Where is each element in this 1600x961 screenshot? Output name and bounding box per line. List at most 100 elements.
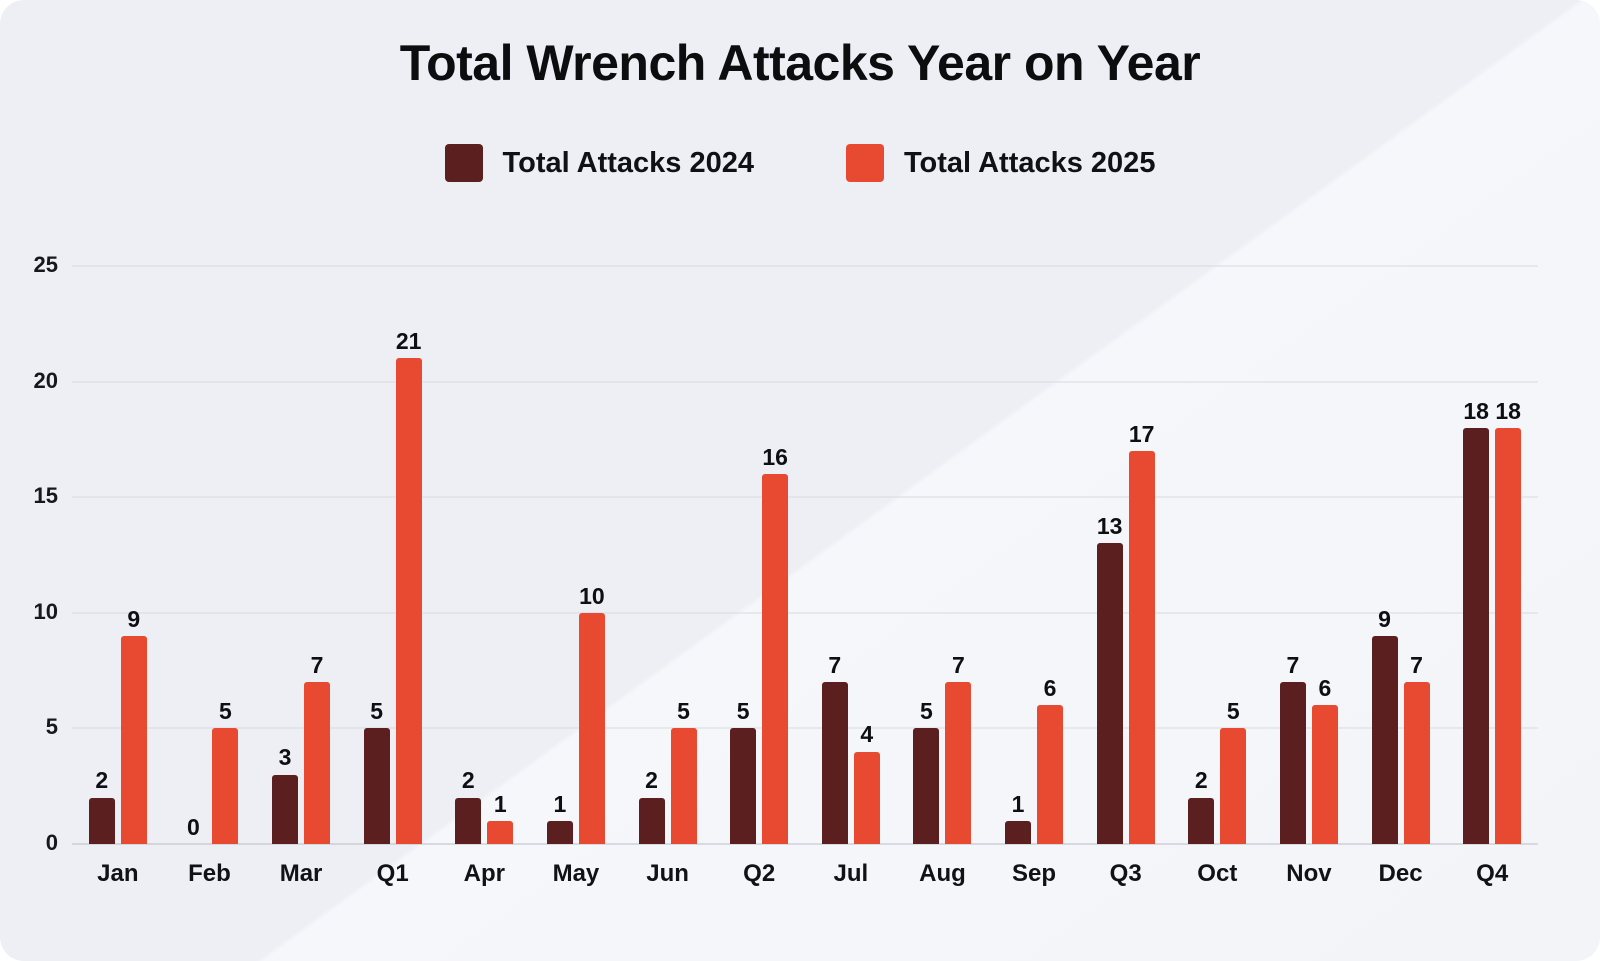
bar-2024-nov bbox=[1279, 682, 1306, 844]
bar-column: 7 bbox=[304, 266, 331, 844]
bar-column: 1 bbox=[546, 266, 573, 844]
x-tick-label-jul: Jul bbox=[833, 860, 869, 887]
x-tick-label-q4: Q4 bbox=[1476, 860, 1509, 887]
bar-value-label: 21 bbox=[395, 328, 422, 355]
bar-column: 7 bbox=[821, 266, 848, 844]
bar-value-label: 5 bbox=[370, 698, 384, 725]
bar-column: 5 bbox=[730, 266, 757, 844]
bar-column: 10 bbox=[578, 266, 605, 844]
bar-column: 4 bbox=[853, 266, 880, 844]
bar-column: 5 bbox=[913, 266, 940, 844]
bar-column: 7 bbox=[1279, 266, 1306, 844]
bar-value-label: 7 bbox=[1410, 651, 1423, 678]
bar-column: 21 bbox=[395, 266, 422, 844]
bar-value-label: 6 bbox=[1043, 674, 1057, 701]
legend-item: Total Attacks 2025 bbox=[846, 144, 1155, 182]
x-tick-label-dec: Dec bbox=[1378, 860, 1423, 887]
bar-2025-q2 bbox=[762, 474, 789, 844]
bar-column: 17 bbox=[1128, 266, 1155, 844]
bar-chart: 0 5 10 15 20 25 2 9 0 5 3 7 5 21 2 1 1 10 2 5 5 16 7 4 5 7 1 6 13 17 2… bbox=[0, 252, 1600, 888]
bar-value-label: 7 bbox=[952, 651, 965, 678]
legend: Total Attacks 2024 Total Attacks 2025 bbox=[0, 142, 1600, 184]
x-axis-baseline bbox=[72, 843, 1538, 845]
bar-2025-nov bbox=[1311, 705, 1338, 844]
bar-2025-may bbox=[578, 612, 605, 844]
bar-column: 16 bbox=[762, 266, 789, 844]
bar-column: 5 bbox=[212, 266, 239, 844]
bar-column: 5 bbox=[670, 266, 697, 844]
bar-value-label: 1 bbox=[1011, 790, 1025, 817]
legend-label: Total Attacks 2024 bbox=[502, 146, 754, 179]
bar-column: 6 bbox=[1037, 266, 1064, 844]
bar-column: 13 bbox=[1096, 266, 1123, 844]
bar-value-label: 5 bbox=[736, 698, 750, 725]
x-tick-label-aug: Aug bbox=[919, 860, 966, 887]
bar-column: 18 bbox=[1463, 266, 1490, 844]
bar-2025-oct bbox=[1220, 728, 1247, 844]
bar-2025-sep bbox=[1037, 705, 1064, 844]
x-tick-label-q2: Q2 bbox=[743, 860, 776, 887]
bar-value-label: 13 bbox=[1096, 513, 1123, 540]
bar-value-label: 5 bbox=[920, 698, 933, 725]
legend-label: Total Attacks 2025 bbox=[904, 146, 1156, 179]
bar-2024-apr bbox=[455, 797, 482, 844]
gridline bbox=[72, 727, 1538, 729]
legend-item: Total Attacks 2024 bbox=[444, 144, 754, 182]
x-tick-label-q1: Q1 bbox=[376, 860, 409, 887]
bar-2024-q4 bbox=[1463, 427, 1490, 844]
bar-2025-feb bbox=[212, 728, 239, 844]
bar-column: 9 bbox=[1371, 266, 1398, 844]
bar-column: 2 bbox=[88, 266, 115, 844]
bar-groups: 2 9 0 5 3 7 5 21 2 1 1 10 2 5 5 16 7 4 5 7 1 6 13 17 2 5 7 6 9 7 18 18 bbox=[72, 266, 1538, 844]
bar-2024-sep bbox=[1005, 820, 1032, 844]
y-tick-label: 25 bbox=[33, 252, 58, 277]
bar-value-label: 7 bbox=[828, 651, 842, 678]
gridline bbox=[72, 612, 1538, 614]
bar-value-label: 3 bbox=[278, 744, 292, 771]
chart-title: Total Wrench Attacks Year on Year bbox=[399, 35, 1201, 91]
bar-value-label: 1 bbox=[493, 790, 507, 817]
bar-2025-mar bbox=[304, 682, 331, 844]
bar-2025-apr bbox=[487, 820, 514, 844]
y-tick-label: 20 bbox=[33, 367, 58, 393]
x-tick-label-oct: Oct bbox=[1197, 860, 1238, 887]
bar-2025-q3 bbox=[1128, 450, 1155, 844]
bar-value-label: 2 bbox=[645, 767, 658, 794]
x-tick-label-mar: Mar bbox=[279, 860, 323, 887]
bar-column: 6 bbox=[1311, 266, 1338, 844]
bar-2024-q1 bbox=[363, 728, 390, 844]
bar-value-label: 10 bbox=[579, 582, 605, 609]
bar-column: 5 bbox=[363, 266, 390, 844]
y-tick-label: 0 bbox=[45, 830, 58, 855]
bar-2024-dec bbox=[1371, 635, 1398, 844]
plot-area: 0 5 10 15 20 25 2 9 0 5 3 7 5 21 2 1 1 10 2 5 5 16 7 4 5 7 1 6 13 17 2… bbox=[34, 252, 1538, 855]
x-tick-label-may: May bbox=[552, 860, 600, 887]
bar-2024-aug bbox=[913, 728, 940, 844]
x-axis: Jan Feb Mar Q1 Apr May Jun Q2 Jul Aug Sep Q3 Oct Nov D… bbox=[72, 860, 1538, 888]
bar-2024-jun bbox=[638, 797, 665, 844]
gridline bbox=[72, 381, 1538, 383]
y-tick-label: 5 bbox=[45, 714, 58, 740]
bar-value-label: 18 bbox=[1495, 397, 1521, 424]
bar-column: 7 bbox=[945, 266, 972, 844]
bar-column: 0 bbox=[180, 266, 206, 844]
bar-column: 7 bbox=[1403, 266, 1430, 844]
legend-swatch-icon bbox=[444, 144, 483, 182]
bar-column: 2 bbox=[638, 266, 665, 844]
x-tick-label-jan: Jan bbox=[97, 860, 139, 887]
bar-column: 5 bbox=[1220, 266, 1247, 844]
bar-2024-q2 bbox=[730, 728, 757, 844]
bar-group-q1: 5 21 bbox=[347, 266, 439, 844]
bar-group-q4: 18 18 bbox=[1446, 266, 1538, 844]
bar-value-label: 4 bbox=[860, 721, 874, 748]
bar-2024-jul bbox=[821, 682, 848, 844]
bar-2024-may bbox=[546, 820, 573, 844]
bar-value-label: 7 bbox=[1286, 651, 1300, 678]
bar-2025-jan bbox=[120, 635, 147, 844]
